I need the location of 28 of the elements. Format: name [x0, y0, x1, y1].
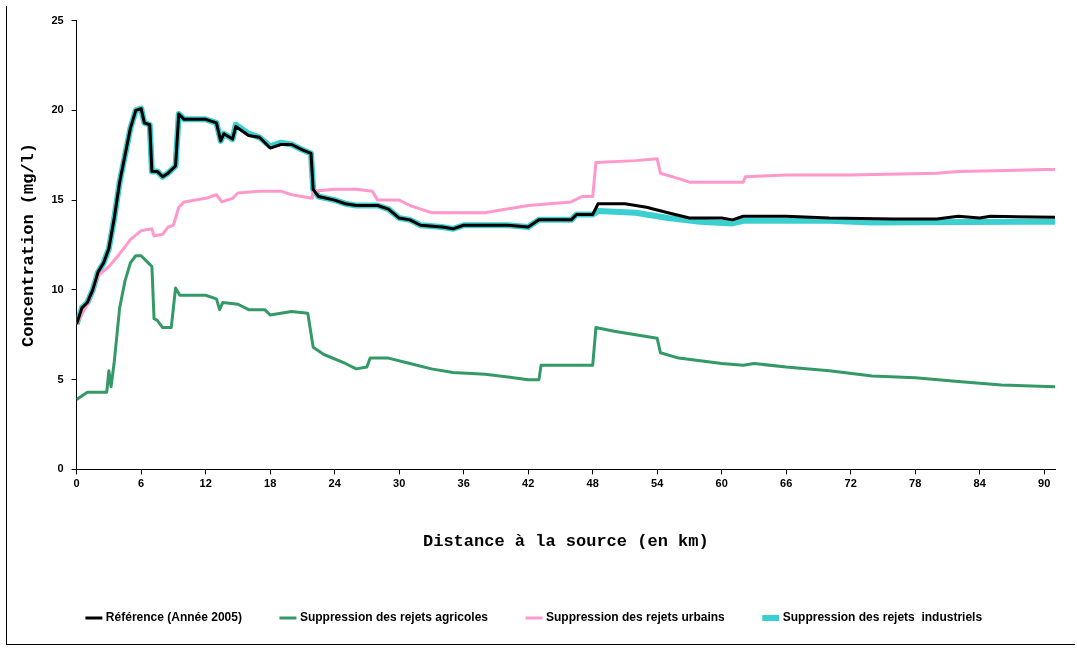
x-tick-label: 6	[138, 477, 145, 490]
x-tick-label: 24	[328, 477, 342, 490]
legend-label: Suppression des rejets agricoles	[299, 610, 489, 625]
x-tick-label: 42	[522, 477, 535, 490]
y-tick-label: 25	[51, 13, 64, 26]
x-tick-label: 60	[715, 477, 728, 490]
x-tick-label: 72	[844, 477, 857, 490]
x-tick-label: 12	[199, 477, 212, 490]
y-tick-label: 15	[51, 193, 64, 206]
x-tick-label: 0	[73, 477, 80, 490]
x-tick-label: 36	[457, 477, 470, 490]
x-tick-label: 78	[909, 477, 922, 490]
y-axis-title: Concentration (mg/l)	[19, 142, 39, 348]
x-tick-label: 48	[586, 477, 599, 490]
x-tick-label: 30	[393, 477, 406, 490]
legend-label: Référence (Année 2005)	[105, 610, 242, 625]
y-tick-label: 5	[57, 372, 64, 385]
x-tick-label: 54	[651, 477, 665, 490]
x-tick-label: 90	[1038, 477, 1051, 490]
x-tick-label: 18	[264, 477, 277, 490]
x-axis-title: Distance à la source (en km)	[422, 532, 709, 552]
y-tick-label: 10	[51, 282, 64, 295]
legend-label: Suppression des rejets industriels	[782, 610, 983, 625]
legend-label: Suppression des rejets urbains	[546, 610, 726, 625]
y-tick-label: 0	[57, 462, 64, 475]
x-tick-label: 84	[973, 477, 987, 490]
y-tick-label: 20	[51, 103, 64, 116]
x-tick-label: 66	[780, 477, 793, 490]
